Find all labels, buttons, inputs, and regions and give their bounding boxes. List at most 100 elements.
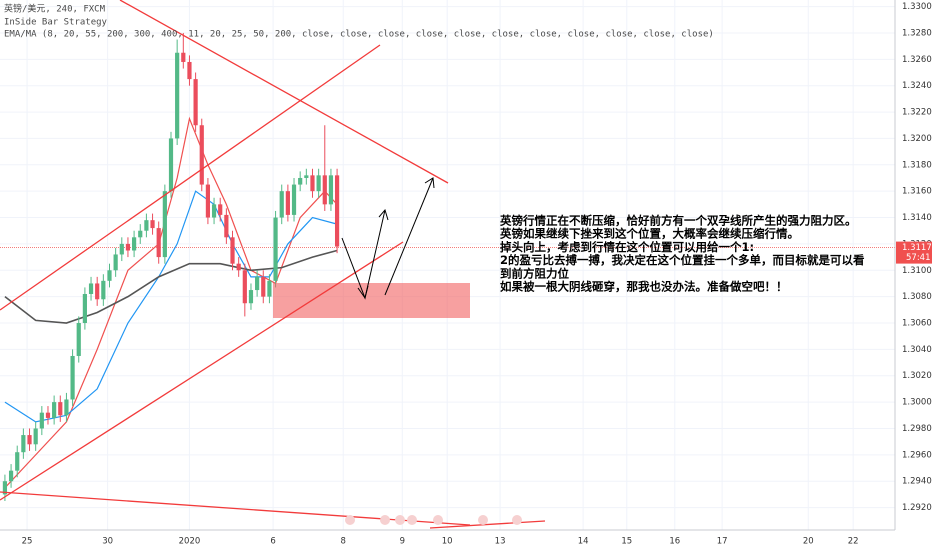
arrow-head [378, 208, 389, 221]
y-tick-label: 1.29600 [902, 450, 932, 460]
event-icon [407, 515, 417, 525]
candle-body [76, 323, 81, 356]
event-icon [345, 515, 355, 525]
x-tick-label: 16 [669, 537, 680, 547]
candle-body [285, 191, 290, 215]
candle-body [298, 177, 303, 185]
candle-body [291, 184, 297, 215]
candle-body [328, 175, 334, 205]
candle-body [45, 412, 51, 418]
x-tick-label: 15 [621, 537, 632, 547]
y-tick-label: 1.32800 [902, 28, 932, 38]
candle-body [15, 452, 20, 471]
last-price-box [896, 241, 932, 264]
candle-body [21, 435, 26, 453]
y-tick-label: 1.30000 [902, 398, 932, 408]
candle-body [138, 230, 143, 238]
y-tick-label: 1.31400 [902, 213, 932, 223]
x-tick-label: 30 [102, 537, 113, 547]
x-tick-label: 20 [803, 537, 814, 547]
x-tick-label: 8 [341, 537, 346, 547]
y-tick-label: 1.30200 [902, 371, 932, 381]
event-icon [380, 515, 390, 525]
arrow-head [357, 285, 369, 300]
y-tick-label: 1.30800 [902, 292, 932, 302]
candle-body [95, 283, 100, 300]
candle-body [64, 399, 69, 416]
zone [273, 283, 470, 318]
x-tick-label: 22 [848, 537, 859, 547]
y-tick-label: 1.30600 [902, 319, 932, 329]
candle-body [119, 243, 124, 255]
candle-body [175, 52, 180, 139]
candle-body [310, 175, 315, 192]
y-tick-label: 1.31800 [902, 160, 932, 170]
indicator: EMA/MA (8, 20, 55, 200, 300, 400, 11, 20… [4, 30, 714, 40]
trend-line [0, 491, 471, 526]
grid [0, 0, 895, 530]
candle-body [236, 263, 241, 271]
candle-body [248, 290, 254, 304]
x-tick-label: 14 [578, 537, 589, 547]
y-tick-label: 1.29800 [902, 424, 932, 434]
x-tick-label: 10 [442, 537, 453, 547]
event-icon [512, 515, 522, 525]
candle-body [218, 204, 223, 215]
indicator-line [4, 249, 338, 324]
candle-body [255, 276, 260, 291]
candle-body [304, 175, 309, 178]
trend-line [429, 520, 546, 529]
x-tick-label: 9 [400, 537, 405, 547]
trend-line [0, 44, 381, 311]
candle-body [144, 220, 149, 231]
candle-body [267, 280, 272, 297]
y-tick-label: 1.32600 [902, 55, 932, 65]
candle-body [33, 428, 38, 445]
annotation-line: 2的盈亏比去搏一搏，我决定在这个位置挂一个多单，而目标就是可以看 [500, 253, 865, 267]
indicator-line [4, 190, 338, 423]
candle-body [187, 61, 192, 80]
y-tick-label: 1.30400 [902, 345, 932, 355]
annotation: 英镑行情正在不断压缩，恰好前方有一个双孕线所产生的强力阻力区。英镑如果继续下挫来… [499, 214, 865, 294]
candle-body [82, 294, 87, 324]
x-tick-label: 13 [495, 537, 506, 547]
last-price-label: 1.31172 [902, 243, 932, 253]
candle-body [168, 138, 174, 192]
candle-body [316, 175, 321, 192]
candle-body [199, 125, 204, 185]
candle-body [230, 237, 235, 264]
candle-body [242, 270, 247, 304]
candle-body [211, 204, 217, 218]
x-tick-label: 25 [22, 537, 33, 547]
annotation-line: 如果被一根大阴线砸穿，那我也没办法。准备做空吧！！ [500, 280, 788, 294]
candle-body [113, 254, 118, 271]
candle-body [279, 191, 284, 218]
y-tick-label: 1.32200 [902, 108, 932, 118]
event-icons [345, 515, 522, 525]
annotation-line: 英镑如果继续下挫来到这个位置，大概率会继续压缩行情。 [499, 227, 799, 241]
candle-body [125, 243, 131, 251]
y-tick-label: 1.31600 [902, 187, 932, 197]
x-tick-label: 2020 [179, 537, 201, 547]
arrow-path [384, 177, 434, 296]
candle-body [273, 217, 278, 281]
candle-body [88, 283, 94, 295]
y-tick-label: 1.33000 [902, 2, 932, 12]
trend-lines [0, 0, 546, 529]
candle-body [205, 184, 211, 218]
x-tick-label: 6 [270, 537, 275, 547]
y-tick-label: 1.32000 [902, 134, 932, 144]
candle-body [156, 228, 161, 258]
candle-body [70, 355, 75, 400]
annotation-line: 英镑行情正在不断压缩，恰好前方有一个双孕线所产生的强力阻力区。 [499, 214, 857, 228]
candle-body [8, 470, 14, 482]
y-tick-label: 1.29200 [902, 503, 932, 513]
candle-body [224, 214, 229, 238]
trend-line [119, 0, 449, 184]
y-tick-label: 1.31000 [902, 266, 932, 276]
symbol: 英镑/美元, 240, FXCM [4, 3, 106, 15]
candle-body [131, 237, 137, 251]
